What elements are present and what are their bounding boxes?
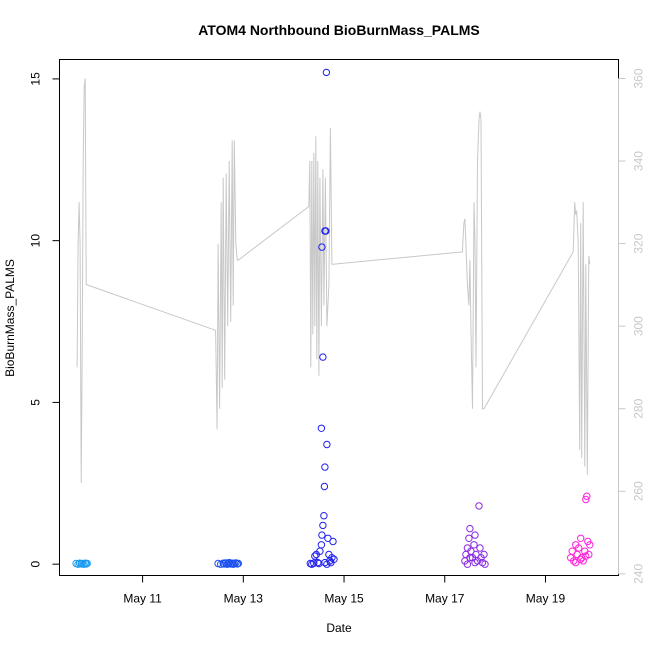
y2-tick-label: 280 (632, 398, 646, 418)
data-point (74, 560, 82, 568)
data-point (582, 552, 590, 560)
data-point (481, 560, 489, 568)
secondary-series-line (76, 78, 591, 484)
points-layer (72, 68, 594, 568)
data-point (470, 541, 478, 549)
data-point (321, 558, 329, 567)
data-point (310, 559, 318, 567)
data-point (234, 559, 243, 568)
data-point (471, 558, 479, 567)
data-point (575, 544, 583, 552)
data-point (319, 353, 327, 361)
data-point (466, 524, 474, 533)
axes-layer: May 11 May 13 May 15 May 17 May 19 0 5 10 15 240 2… (29, 68, 646, 605)
y2-tick-label: 300 (632, 316, 646, 336)
data-point (317, 424, 326, 432)
data-point (320, 482, 329, 491)
y-tick-label: 15 (29, 72, 43, 86)
data-point (583, 492, 591, 500)
data-point (329, 537, 337, 546)
data-point (466, 554, 474, 562)
data-point (475, 502, 483, 510)
data-point (568, 547, 576, 555)
x-tick-label: May 19 (526, 592, 566, 606)
chart-title: ATOM4 Northbound BioBurnMass_PALMS (198, 22, 480, 38)
data-point (570, 557, 578, 565)
data-point (319, 521, 327, 530)
data-point (322, 227, 330, 235)
data-point (324, 534, 332, 542)
x-axis-label: Date (326, 621, 352, 635)
y-tick-label: 0 (29, 561, 43, 568)
data-point (320, 512, 328, 520)
data-point (318, 531, 326, 539)
data-point (577, 555, 585, 563)
data-point (480, 550, 488, 559)
y-tick-label: 10 (29, 234, 43, 248)
data-point (317, 541, 326, 549)
x-tick-label: May 13 (224, 592, 264, 606)
x-tick-label: May 17 (425, 592, 465, 606)
data-point (322, 68, 331, 77)
data-point (80, 560, 88, 568)
y2-tick-label: 360 (632, 68, 646, 88)
data-point (476, 544, 484, 552)
data-point (318, 243, 326, 251)
data-point (328, 554, 336, 562)
data-point (323, 440, 331, 449)
x-tick-label: May 11 (123, 592, 162, 606)
data-point (321, 463, 329, 471)
x-tick-label: May 15 (324, 592, 364, 606)
data-point (311, 552, 319, 560)
y-axis-label: BioBurnMass_PALMS (3, 259, 17, 377)
data-point (577, 534, 585, 542)
data-point (471, 531, 479, 539)
data-point (572, 558, 580, 567)
data-point (330, 555, 338, 563)
data-point (586, 541, 594, 549)
y2-tick-label: 240 (632, 564, 646, 584)
y-tick-label: 5 (29, 399, 43, 406)
data-point (323, 560, 331, 568)
secondary-line-layer (76, 78, 591, 484)
data-point (465, 534, 473, 542)
y2-tick-label: 340 (632, 151, 646, 171)
data-point (314, 558, 322, 567)
y2-tick-label: 260 (632, 481, 646, 501)
y2-tick-label: 320 (632, 233, 646, 253)
data-point (83, 559, 91, 568)
data-point (582, 495, 590, 504)
data-point (463, 560, 472, 568)
plot-frame (59, 59, 619, 576)
